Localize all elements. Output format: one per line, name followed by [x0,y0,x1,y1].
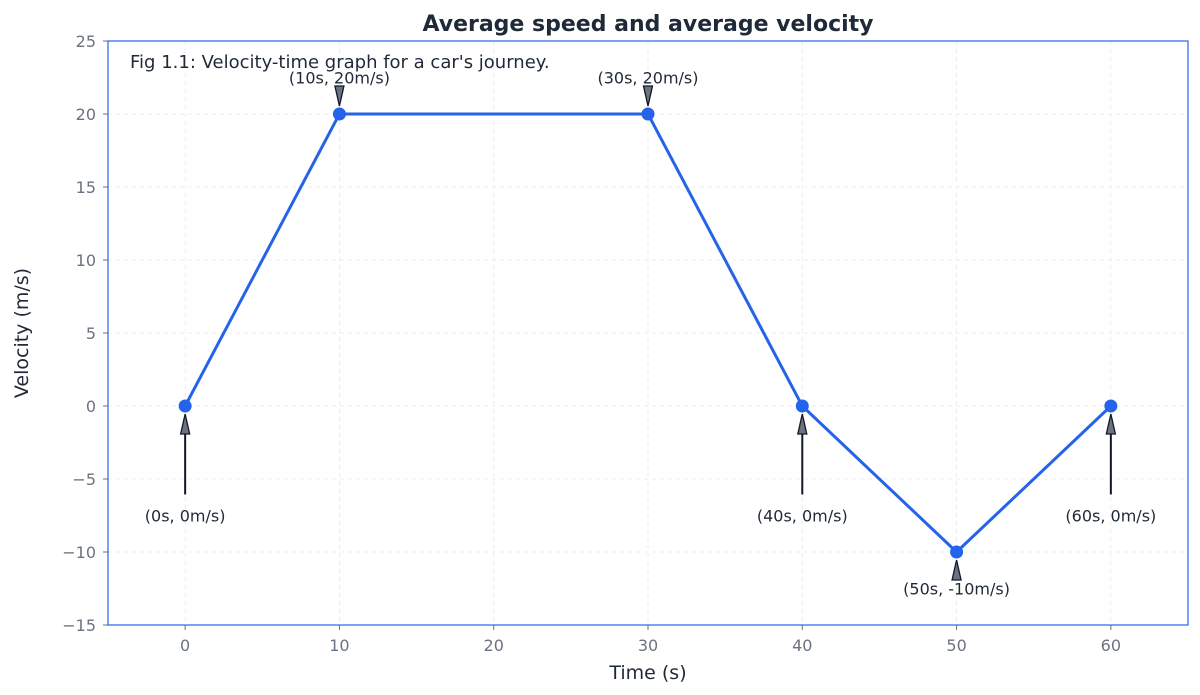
axis-ticks: 0 10 20 30 40 50 60 −15 −10 −5 0 5 10 15 20 25 [62,32,1121,655]
series [178,107,1118,559]
annotation-label: (30s, 20m/s) [597,69,698,88]
data-point [641,107,655,121]
annotation-arrow-head [1105,413,1117,435]
y-tick-label: 10 [76,251,96,270]
y-tick-label: 0 [86,397,96,416]
x-tick-label: 50 [946,636,966,655]
annotation-label: (50s, -10m/s) [903,580,1010,599]
y-axis-label: Velocity (m/s) [11,268,33,398]
x-tick-label: 20 [484,636,504,655]
annotation-label: (60s, 0m/s) [1065,507,1156,526]
series-line-velocity [183,112,1112,554]
annotation-arrows [179,85,1117,581]
x-tick-label: 60 [1101,636,1121,655]
x-tick-label: 0 [180,636,190,655]
figure-caption: Fig 1.1: Velocity-time graph for a car's… [130,52,550,73]
chart-title: Average speed and average velocity [422,12,873,37]
annotation-arrow-head [642,85,654,107]
data-point [950,545,964,559]
annotation-arrow-head [951,559,962,581]
annotation-label: (0s, 0m/s) [145,507,226,526]
annotation-label: (40s, 0m/s) [757,507,848,526]
annotation-arrow-head [179,413,191,435]
data-point [795,399,809,413]
annotation-arrow-head [334,85,345,107]
y-tick-label: −5 [72,470,96,489]
y-tick-label: 20 [76,105,96,124]
x-tick-label: 30 [638,636,658,655]
annotation-arrow-head [796,413,808,435]
x-tick-label: 10 [329,636,349,655]
y-tick-label: 15 [76,178,96,197]
y-tick-label: 5 [86,324,96,343]
x-axis-label: Time (s) [608,662,686,684]
y-tick-label: −15 [62,616,96,635]
annotation-label: (10s, 20m/s) [289,69,390,88]
data-point [332,107,346,121]
data-point [1104,399,1118,413]
y-tick-label: 25 [76,32,96,51]
plot-frame [107,40,1189,626]
annotations: (0s, 0m/s) (10s, 20m/s) (30s, 20m/s) (40s, … [145,69,1156,599]
grid [108,40,1188,626]
x-tick-label: 40 [792,636,812,655]
data-point [178,399,192,413]
y-tick-label: −10 [62,543,96,562]
